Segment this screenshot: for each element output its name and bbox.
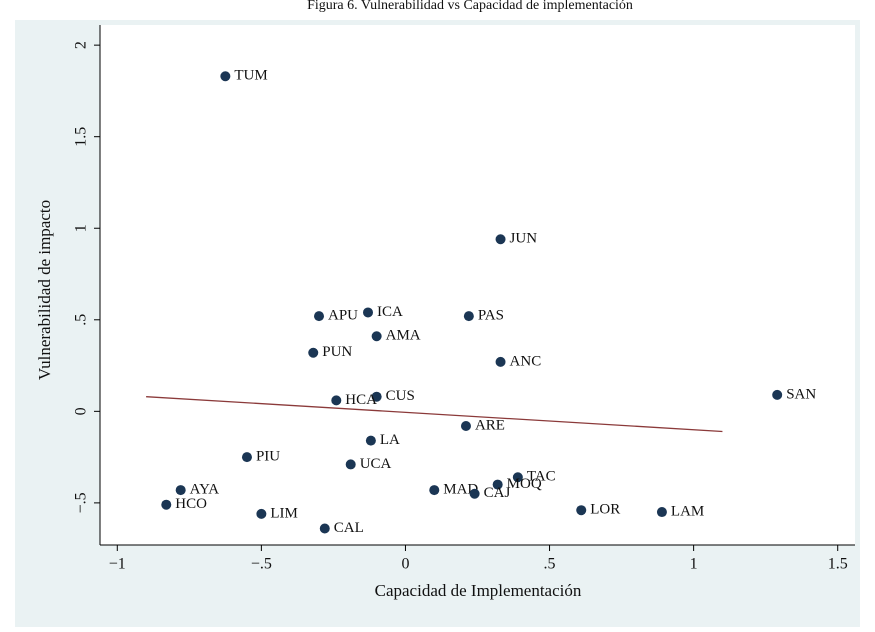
point bbox=[314, 311, 325, 322]
point-label: LIM bbox=[270, 505, 298, 521]
point bbox=[576, 505, 587, 516]
point bbox=[371, 331, 382, 342]
point-label: LOR bbox=[590, 502, 620, 518]
point-label: ARE bbox=[475, 417, 505, 433]
y-tick-label: 0 bbox=[73, 407, 90, 415]
point-label: MOQ bbox=[507, 476, 542, 492]
point-label: CUS bbox=[386, 388, 415, 404]
fit-line bbox=[146, 396, 723, 433]
point bbox=[460, 420, 471, 431]
point-label: PIU bbox=[256, 449, 280, 465]
point-label: HCA bbox=[345, 392, 377, 408]
x-tick-label: −.5 bbox=[251, 556, 272, 573]
point bbox=[331, 395, 342, 406]
point bbox=[772, 389, 783, 400]
x-tick-label: .5 bbox=[544, 556, 556, 573]
point-label: APU bbox=[328, 308, 358, 324]
point-label: UCA bbox=[360, 456, 392, 472]
y-tick-label: −.5 bbox=[73, 492, 90, 513]
point-label: ANC bbox=[510, 353, 542, 369]
point bbox=[175, 485, 186, 496]
point-label: SAN bbox=[786, 386, 816, 402]
y-tick-label: 2 bbox=[73, 41, 90, 49]
point bbox=[656, 507, 667, 518]
point bbox=[463, 311, 474, 322]
point bbox=[308, 347, 319, 358]
y-tick-label: .5 bbox=[73, 314, 90, 326]
point-label: LAM bbox=[671, 503, 704, 519]
point-label: HCO bbox=[175, 496, 207, 512]
point-label: ICA bbox=[377, 304, 403, 320]
point bbox=[220, 71, 231, 82]
point bbox=[495, 356, 506, 367]
point-label: TUM bbox=[234, 68, 267, 84]
point-label: PAS bbox=[478, 308, 504, 324]
x-tick-label: 1 bbox=[690, 556, 698, 573]
point-label: JUN bbox=[510, 231, 538, 247]
y-tick-label: 1.5 bbox=[73, 127, 90, 147]
point bbox=[161, 499, 172, 510]
point bbox=[512, 472, 523, 483]
point-label: CAJ bbox=[484, 485, 511, 501]
point bbox=[371, 391, 382, 402]
point bbox=[241, 452, 252, 463]
point bbox=[256, 508, 267, 519]
point bbox=[365, 435, 376, 446]
point bbox=[469, 488, 480, 499]
x-tick-label: 0 bbox=[401, 556, 409, 573]
chart-title: Figura 6. Vulnerabilidad vs Capacidad de… bbox=[307, 0, 633, 13]
point bbox=[319, 523, 330, 534]
point-label: CAL bbox=[334, 520, 364, 536]
point-label: PUN bbox=[322, 344, 352, 360]
point-label: AMA bbox=[386, 328, 421, 344]
y-axis-title: Vulnerabilidad de impacto bbox=[35, 200, 54, 380]
point bbox=[492, 479, 503, 490]
y-tick-label: 1 bbox=[73, 224, 90, 232]
point bbox=[345, 459, 356, 470]
point bbox=[495, 234, 506, 245]
point-label: TAC bbox=[527, 469, 556, 485]
point bbox=[362, 307, 373, 318]
point-label: AYA bbox=[190, 482, 220, 498]
point bbox=[429, 485, 440, 496]
x-tick-label: −1 bbox=[109, 556, 126, 573]
plot-region bbox=[100, 25, 855, 545]
x-axis-title: Capacidad de Implementación bbox=[375, 581, 582, 600]
x-tick-label: 1.5 bbox=[828, 556, 848, 573]
point-label: LA bbox=[380, 432, 400, 448]
